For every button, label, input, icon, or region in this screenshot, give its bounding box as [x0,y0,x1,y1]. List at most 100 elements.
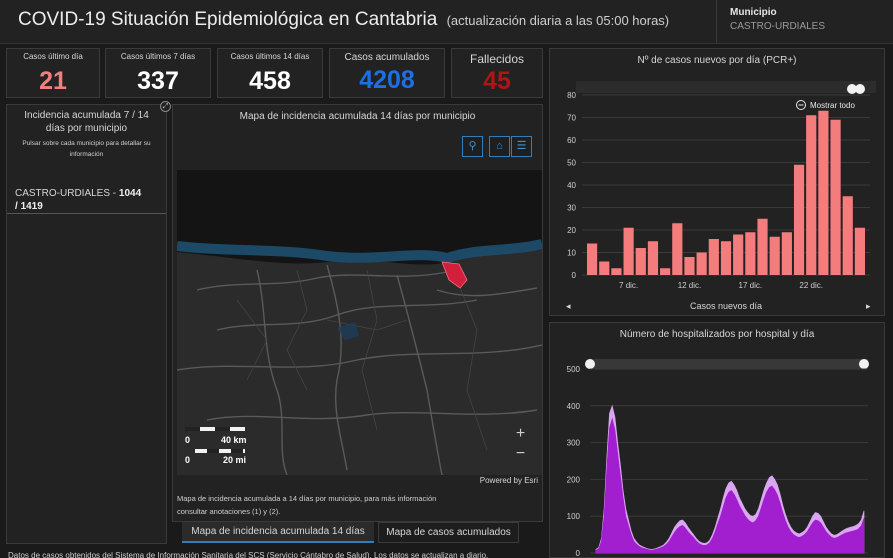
chart1-ytick-label: 20 [567,226,576,235]
kpi-label: Casos último día [23,52,83,61]
chart1-bar [623,227,634,275]
tab-casos-acumulados[interactable]: Mapa de casos acumulados [378,522,519,543]
chart2-ytick-label: 0 [576,549,581,557]
chart2-scroll-track [590,359,868,369]
chart2-ytick-label: 100 [567,512,581,521]
search-icon[interactable]: ⚲ [462,136,483,157]
kpi-value: 45 [483,67,511,95]
reservoir-area [337,322,359,340]
map-panel: Mapa de incidencia acumulada 14 días por… [172,104,543,522]
chart2-range-handle-left[interactable] [585,359,595,369]
chart2-ytick-label: 200 [567,475,581,484]
chart1-bar [708,239,719,275]
chart1-bar [854,227,865,275]
chart1-ytick-label: 50 [567,159,576,168]
chart2-range-handle-right[interactable] [859,359,869,369]
entry-name: CASTRO-URDIALES - [15,188,119,199]
chart1-bar [745,232,756,275]
incidence-panel: Incidencia acumulada 7 / 14 días por mun… [6,104,167,544]
chart1-scroll-track [576,81,876,93]
kpi-casos-acumulados: Casos acumulados 4208 [329,48,445,98]
chart1-scroll-left-icon[interactable]: ◂ [566,301,571,311]
coastline [177,239,542,264]
castro-urdiales-highlight[interactable] [441,261,468,289]
kpi-casos-ultimo-dia: Casos último día 21 [6,48,100,98]
incidence-title: Incidencia acumulada 7 / 14 días por mun… [24,110,149,134]
chart1-ytick-label: 10 [567,249,576,258]
chart1-bar [696,252,707,275]
incidence-entry[interactable]: CASTRO-URDIALES - 1044 / 1419 [15,187,141,213]
chart1-bar [684,257,695,275]
chart1-bar [660,268,671,275]
kpi-value: 21 [39,67,67,95]
chart1-xtick-label: 22 dic. [799,281,823,290]
zoom-out-button[interactable]: − [515,445,526,462]
municipio-label: Municipio [730,7,777,18]
scale-bar [185,427,245,453]
municipio-selector[interactable]: Municipio CASTRO-URDIALES [716,0,893,44]
chart1-ytick-label: 30 [567,204,576,213]
kpi-casos-7-dias: Casos últimos 7 días 337 [105,48,211,98]
zoom-reset-icon[interactable] [796,100,806,110]
entry-value-7: 1044 [118,188,142,199]
home-icon[interactable]: ⌂ [489,136,510,157]
chart1-range-handle-left[interactable] [847,84,857,94]
chart-casos-nuevos-panel: Nº de casos nuevos por día (PCR+) 0 10 20 3… [549,48,885,316]
kpi-value: 4208 [359,66,415,94]
map-canvas[interactable] [177,170,542,475]
expand-icon[interactable]: ⤢ [160,101,171,112]
page-title: COVID-19 Situación Epidemiológica en Can… [18,9,670,30]
chart1-xtick-label: 12 dic. [678,281,702,290]
chart1-title: Nº de casos nuevos por día (PCR+) [637,55,797,66]
chart1-ytick-label: 40 [567,181,576,190]
kpi-casos-14-dias: Casos últimos 14 días 458 [217,48,323,98]
esri-attribution[interactable]: Powered by Esri [479,476,538,485]
chart1-xtick-label: 7 dic. [619,281,638,290]
entry-divider [7,213,166,214]
page-subtitle: (actualización diaria a las 05:00 horas) [446,13,670,28]
kpi-label: Casos últimos 7 días [120,52,196,61]
chart1-bar [720,241,732,275]
scale-mi-label: 20 mi [223,455,247,465]
kpi-label: Casos acumulados [344,52,430,63]
chart1-bar [672,223,683,275]
chart1-ytick-label: 0 [572,271,577,280]
chart1-ytick-label: 60 [567,136,576,145]
chart1-bar [830,119,841,275]
incidence-subtitle: Pulsar sobre cada municipio para detalla… [22,140,151,158]
kpi-value: 337 [137,67,179,95]
sea-area [177,170,542,265]
chart1-bar [842,196,853,275]
scale-zero-km: 0 [185,435,191,445]
chart1-bar [781,232,792,275]
chart1-bar [818,110,829,275]
tab-incidencia-14[interactable]: Mapa de incidencia acumulada 14 días [182,522,374,543]
chart2-ytick-label: 400 [567,402,581,411]
zoom-in-button[interactable]: + [515,425,526,442]
chart1-bar [611,268,622,275]
chart1-scroll-right-icon[interactable]: ▸ [866,301,871,311]
chart1-bar [757,218,768,275]
municipal-boundaries [236,269,488,451]
chart1-bar [769,236,780,275]
chart2-ytick-label: 300 [567,439,581,448]
chart1-ytick-label: 70 [567,114,576,123]
show-all-button[interactable]: Mostrar todo [810,101,855,110]
kpi-label: Fallecidos [469,52,525,66]
scale-zero-mi: 0 [185,455,191,465]
kpi-label: Casos últimos 14 días [230,52,310,61]
chart1-range-handle-right[interactable] [855,84,865,94]
chart1-bar [793,164,805,275]
entry-value-14: 1419 [20,201,43,212]
chart1-ytick-label: 80 [567,91,576,100]
chart-hospitalizados-panel: Número de hospitalizados por hospital y … [549,322,885,558]
chart1-bar [806,115,817,275]
chart1-svg[interactable]: 0 10 20 30 40 50 60 70 80 7 dic. 12 dic. 17 dic. 22 … [550,49,884,315]
chart2-svg[interactable]: 0 100 200 300 400 500 [550,323,884,557]
entry-sep: / [15,201,21,212]
list-icon[interactable]: ☰ [511,136,532,157]
chart2-area-series-1 [595,417,865,554]
scale-km-label: 40 km [221,435,247,445]
map-title: Mapa de incidencia acumulada 14 días por… [239,111,476,122]
header-bar: COVID-19 Situación Epidemiológica en Can… [0,0,893,44]
